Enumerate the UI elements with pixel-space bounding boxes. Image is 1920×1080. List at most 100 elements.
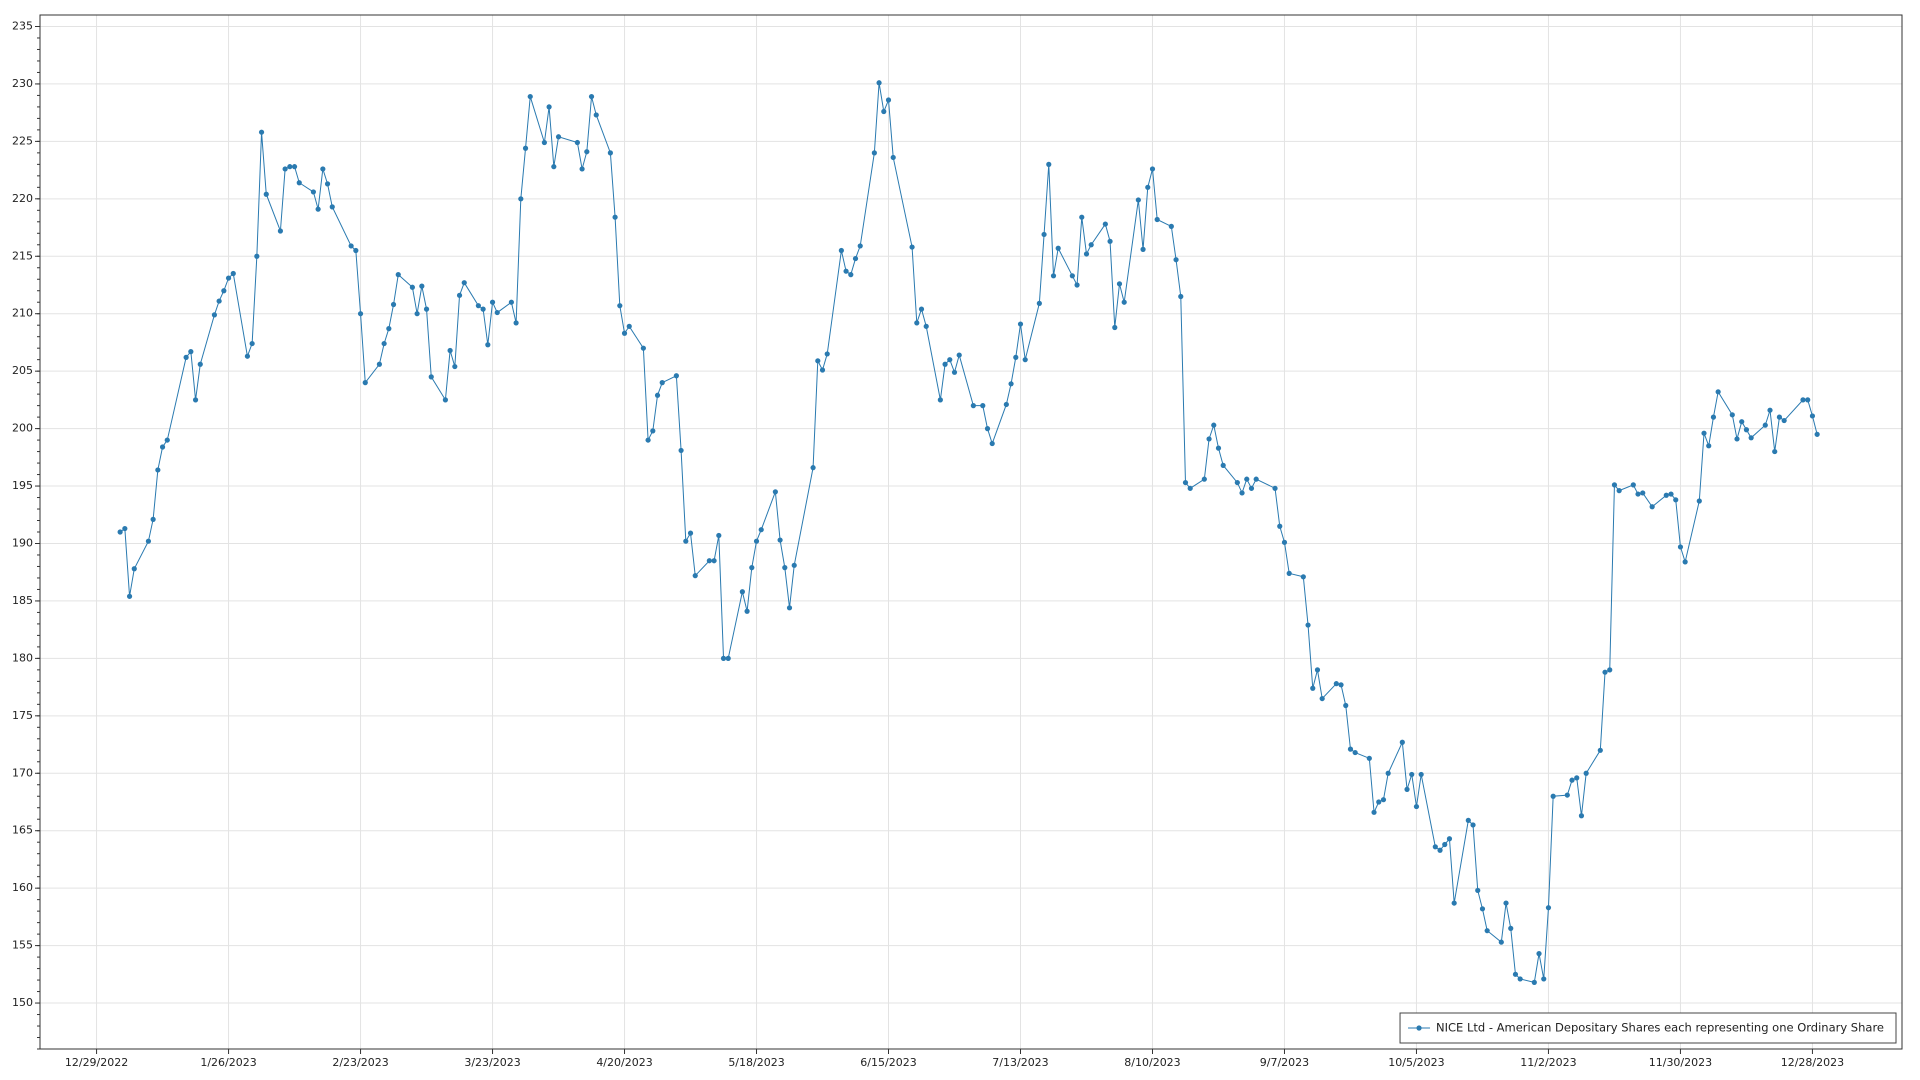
y-tick-label: 200 [12, 422, 33, 435]
data-point [1607, 667, 1613, 673]
data-point [1418, 771, 1424, 778]
legend-label: NICE Ltd - American Depositary Shares ea… [1436, 1021, 1884, 1035]
y-tick-label: 165 [12, 824, 33, 837]
data-point [824, 351, 830, 357]
data-point [1319, 695, 1325, 702]
data-point [164, 437, 170, 443]
legend-marker [1416, 1025, 1422, 1031]
data-point [546, 104, 552, 110]
data-point [951, 369, 958, 375]
data-point [409, 284, 415, 290]
data-point [1706, 443, 1712, 449]
data-point [1253, 476, 1259, 482]
data-point [1300, 574, 1306, 580]
data-point [810, 465, 816, 471]
data-point [1498, 939, 1504, 945]
data-point [489, 299, 496, 305]
data-point [131, 566, 137, 572]
data-point [706, 558, 712, 564]
data-point [1055, 245, 1061, 251]
data-point [1069, 273, 1075, 279]
data-point [1239, 490, 1245, 496]
data-point [692, 573, 698, 579]
data-point [956, 352, 962, 358]
data-point [1187, 485, 1193, 491]
x-tick-label: 8/10/2023 [1124, 1056, 1180, 1069]
data-point [551, 164, 557, 170]
data-point [258, 129, 265, 135]
data-point [1541, 976, 1547, 982]
data-point [654, 392, 661, 398]
data-point [485, 342, 491, 348]
data-point [291, 164, 298, 170]
data-point [1244, 476, 1250, 482]
data-point [1050, 273, 1057, 279]
data-point [673, 373, 679, 379]
data-point [1182, 479, 1189, 486]
data-point [819, 367, 826, 373]
data-point [225, 275, 232, 281]
data-point [1272, 485, 1278, 491]
data-point [188, 349, 194, 355]
data-point [1446, 836, 1453, 842]
y-tick-label: 220 [12, 192, 33, 205]
data-point [1347, 746, 1354, 752]
data-point [310, 189, 317, 195]
data-point [923, 323, 929, 329]
data-point [1701, 430, 1707, 436]
data-point [1079, 214, 1085, 220]
data-point [918, 306, 925, 312]
data-point [296, 180, 302, 186]
data-point [1781, 417, 1787, 424]
data-point [753, 538, 760, 544]
data-point [522, 145, 529, 151]
data-point [1630, 482, 1636, 488]
data-point [593, 112, 599, 118]
data-point [329, 204, 335, 210]
data-point [1715, 389, 1721, 395]
data-point [947, 357, 953, 363]
data-point [937, 397, 943, 403]
data-point [1748, 435, 1754, 441]
data-point [1663, 492, 1669, 498]
data-point [1409, 771, 1415, 778]
data-point [1366, 755, 1372, 761]
data-point [211, 312, 218, 318]
y-tick-label: 190 [12, 536, 33, 549]
data-point [584, 149, 590, 155]
data-point [852, 255, 859, 262]
data-point [1508, 925, 1514, 931]
data-point [1673, 497, 1679, 503]
data-point [1371, 809, 1377, 815]
data-point [1211, 422, 1217, 428]
data-point [1578, 813, 1585, 819]
data-point [287, 164, 293, 170]
data-point [1107, 238, 1113, 244]
data-point [1277, 523, 1283, 529]
data-point [1022, 357, 1028, 363]
data-point [117, 529, 123, 535]
data-point [617, 303, 623, 309]
y-tick-label: 150 [12, 996, 33, 1009]
data-point [980, 403, 986, 409]
data-point [1583, 770, 1589, 776]
data-point [353, 247, 359, 254]
data-point [749, 565, 755, 571]
data-point [320, 166, 326, 172]
data-point [324, 181, 331, 187]
y-tick-label: 225 [12, 134, 33, 147]
data-point [1776, 414, 1783, 420]
data-point [1112, 324, 1118, 331]
data-point [1767, 407, 1773, 413]
plot-frame [39, 14, 1903, 1050]
data-point [1008, 381, 1014, 387]
data-point [1178, 293, 1184, 300]
data-point [645, 437, 651, 443]
y-tick-label: 230 [12, 77, 33, 90]
data-point [640, 345, 646, 351]
data-point [230, 270, 236, 277]
data-point [1380, 797, 1387, 803]
data-point [494, 309, 500, 316]
data-point [1772, 448, 1778, 455]
data-point [574, 139, 580, 146]
